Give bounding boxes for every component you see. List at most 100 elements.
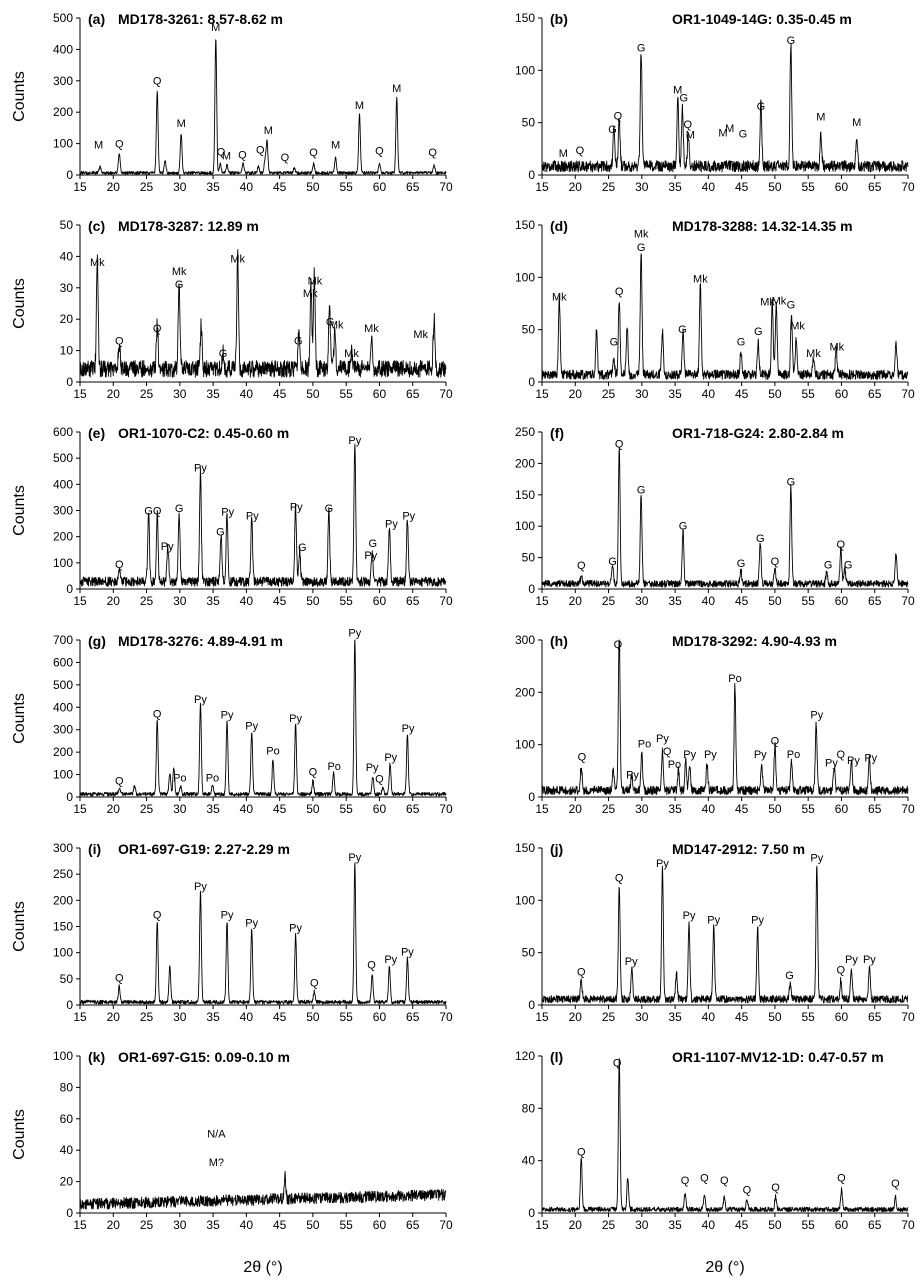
peak-label-c: Q xyxy=(153,323,162,335)
x-tick-label-c: 70 xyxy=(439,387,453,401)
peak-label-e: Py xyxy=(364,550,377,562)
xrd-trace-d xyxy=(541,253,909,380)
peak-label-d: G xyxy=(678,324,687,336)
peak-label-e: Py xyxy=(402,511,415,523)
x-tick-label-g: 45 xyxy=(273,802,287,816)
panel-label-i: (i) xyxy=(88,841,101,857)
peak-label-d: Mk xyxy=(634,229,649,241)
y-tick-label-i: 150 xyxy=(53,920,73,934)
peak-label-i: Py xyxy=(401,946,414,958)
x-tick-label-e: 30 xyxy=(173,594,187,608)
x-tick-label-f: 65 xyxy=(868,594,882,608)
y-tick-label-h: 300 xyxy=(515,633,535,647)
panel-label-h: (h) xyxy=(550,633,568,649)
panel-label-c: (c) xyxy=(88,218,105,234)
x-tick-label-d: 25 xyxy=(602,387,616,401)
panel-label-b: (b) xyxy=(550,11,568,27)
y-tick-label-f: 150 xyxy=(515,488,535,502)
peak-label-a: Q xyxy=(281,152,290,164)
x-tick-label-g: 60 xyxy=(373,802,387,816)
xrd-trace-j xyxy=(541,865,909,1004)
x-tick-label-e: 70 xyxy=(439,594,453,608)
x-tick-label-k: 50 xyxy=(306,1218,320,1232)
peak-label-h: Po xyxy=(668,759,681,771)
y-tick-label-h: 200 xyxy=(515,685,535,699)
y-tick-label-e: 600 xyxy=(53,425,73,439)
peak-label-g: Q xyxy=(115,776,124,788)
x-tick-label-l: 50 xyxy=(768,1218,782,1232)
x-tick-label-e: 60 xyxy=(373,594,387,608)
x-tick-label-i: 35 xyxy=(206,1010,220,1024)
peak-label-d: G xyxy=(737,336,746,348)
x-tick-label-l: 15 xyxy=(535,1218,549,1232)
x-tick-label-i: 25 xyxy=(140,1010,154,1024)
x-tick-label-i: 50 xyxy=(306,1010,320,1024)
peak-label-e: Py xyxy=(246,511,259,523)
x-tick-label-k: 65 xyxy=(406,1218,420,1232)
panel-title-b: OR1-1049-14G: 0.35-0.45 m xyxy=(672,11,852,27)
peak-label-j: Py xyxy=(683,910,696,922)
y-tick-label-f: 250 xyxy=(515,425,535,439)
peak-label-h: Py xyxy=(754,749,767,761)
peak-label-j: Py xyxy=(751,914,764,926)
peak-label-g: Po xyxy=(206,772,219,784)
panel-title-g: MD178-3276: 4.89-4.91 m xyxy=(118,633,283,649)
peak-label-a: Q xyxy=(115,138,124,150)
x-tick-label-i: 55 xyxy=(340,1010,354,1024)
x-tick-label-l: 60 xyxy=(835,1218,849,1232)
y-tick-label-c: 30 xyxy=(60,281,74,295)
x-tick-label-a: 50 xyxy=(306,180,320,194)
y-tick-label-l: 120 xyxy=(515,1049,535,1063)
x-tick-label-b: 65 xyxy=(868,180,882,194)
y-tick-label-d: 100 xyxy=(515,270,535,284)
peak-label-i: Q xyxy=(367,959,376,971)
peak-label-h: Q xyxy=(771,736,780,748)
x-tick-label-c: 55 xyxy=(340,387,354,401)
xrd-trace-b xyxy=(541,43,909,173)
x-tick-label-d: 50 xyxy=(768,387,782,401)
panel-l: 0 40 80 120 15 20 25 30 35 40 45 50 55 60 65 70 (l) OR1-1… xyxy=(515,1049,915,1232)
panel-title-e: OR1-1070-C2: 0.45-0.60 m xyxy=(118,425,289,441)
x-tick-label-d: 65 xyxy=(868,387,882,401)
x-tick-label-f: 20 xyxy=(569,594,583,608)
peak-label-e: G xyxy=(175,503,184,515)
y-tick-label-i: 250 xyxy=(53,867,73,881)
peak-label-f: G xyxy=(824,559,833,571)
x-tick-label-c: 65 xyxy=(406,387,420,401)
peak-label-b: M xyxy=(559,148,568,160)
xrd-trace-e xyxy=(79,443,447,587)
peak-label-j: Py xyxy=(845,954,858,966)
x-axis-title: 2θ (°) xyxy=(705,1259,744,1276)
y-tick-label-j: 50 xyxy=(522,946,536,960)
y-tick-label-k: 0 xyxy=(66,1206,73,1220)
peak-label-a: Q xyxy=(375,146,384,158)
panel-label-f: (f) xyxy=(550,425,564,441)
peak-label-c: Mk xyxy=(308,276,323,288)
panel-title-c: MD178-3287: 12.89 m xyxy=(118,218,259,234)
peak-label-e: Py xyxy=(290,502,303,514)
panel-title-f: OR1-718-G24: 2.80-2.84 m xyxy=(672,425,844,441)
x-tick-label-e: 50 xyxy=(306,594,320,608)
x-tick-label-j: 15 xyxy=(535,1010,549,1024)
y-tick-label-b: 100 xyxy=(515,63,535,77)
peak-label-h: Py xyxy=(683,749,696,761)
x-tick-label-a: 25 xyxy=(140,180,154,194)
x-tick-label-h: 30 xyxy=(635,802,649,816)
x-tick-label-c: 30 xyxy=(173,387,187,401)
peak-label-c: Mk xyxy=(90,257,105,269)
peak-label-d: Mk xyxy=(760,297,775,309)
x-tick-label-j: 20 xyxy=(569,1010,583,1024)
y-tick-label-j: 0 xyxy=(528,998,535,1012)
x-tick-label-h: 15 xyxy=(535,802,549,816)
x-tick-label-i: 30 xyxy=(173,1010,187,1024)
peak-label-i: Py xyxy=(384,954,397,966)
x-tick-label-l: 20 xyxy=(569,1218,583,1232)
peak-label-c: Mk xyxy=(413,329,428,341)
peak-label-i: Py xyxy=(245,918,258,930)
xrd-trace-h xyxy=(541,639,909,796)
peak-label-h: Q xyxy=(837,749,846,761)
x-tick-label-f: 15 xyxy=(535,594,549,608)
peak-label-b: G xyxy=(608,124,617,136)
x-tick-label-j: 55 xyxy=(802,1010,816,1024)
x-tick-label-d: 30 xyxy=(635,387,649,401)
